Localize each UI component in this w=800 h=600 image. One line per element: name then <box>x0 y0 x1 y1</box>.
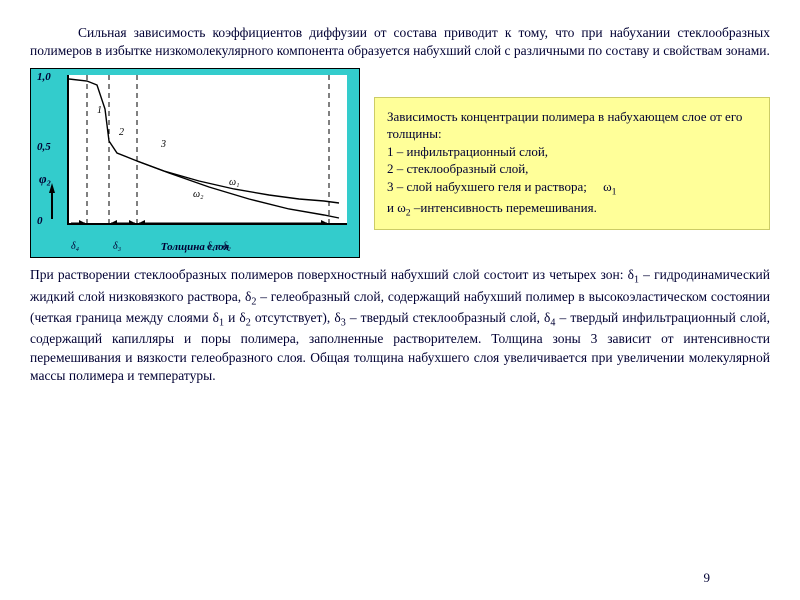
x-axis-label: Толщина слоя <box>31 241 359 253</box>
ytick-0: 0 <box>37 215 43 227</box>
caption-line4b: ω <box>603 179 612 194</box>
figure-row: 1,0 0,5 0 φ₂ 1 2 3 ω₁ ω₂ <box>30 68 770 258</box>
region-label-1: 1 <box>97 105 102 116</box>
body-paragraph: При растворении стеклообразных полимеров… <box>30 266 770 385</box>
chart-plot-area: 1 2 3 ω₁ ω₂ <box>67 75 347 225</box>
chart-svg: 1 2 3 ω₁ ω₂ <box>69 75 349 225</box>
chart-container: 1,0 0,5 0 φ₂ 1 2 3 ω₁ ω₂ <box>30 68 360 258</box>
ytick-1: 1,0 <box>37 71 51 83</box>
arrow-stem <box>51 191 53 219</box>
caption-line5a: и ω <box>387 200 406 215</box>
ytick-05: 0,5 <box>37 141 51 153</box>
region-label-2: 2 <box>119 127 124 138</box>
caption-sub1: 1 <box>612 186 617 197</box>
region-label-3: 3 <box>160 139 166 150</box>
body-seg-e: отсутствует), δ <box>251 310 341 325</box>
caption-line2: 1 – инфильтрационный слой, <box>387 144 548 159</box>
omega1-label: ω₁ <box>229 177 240 188</box>
omega2-label: ω₂ <box>193 189 204 200</box>
page-number: 9 <box>704 570 711 586</box>
caption-line4a: 3 – слой набухшего геля и раствора; <box>387 179 587 194</box>
intro-paragraph: Сильная зависимость коэффициентов диффуз… <box>30 24 770 60</box>
body-seg-a: При растворении стеклообразных полимеров… <box>30 267 634 282</box>
body-seg-f: – твердый стеклообразный слой, δ <box>346 310 551 325</box>
caption-line5c: –интенсивность перемешивания. <box>411 200 597 215</box>
figure-caption: Зависимость концентрации полимера в набу… <box>374 97 770 231</box>
body-seg-d: и δ <box>224 310 246 325</box>
caption-line1: Зависимость концентрации полимера в набу… <box>387 109 742 142</box>
caption-line3: 2 – стеклообразный слой, <box>387 161 528 176</box>
